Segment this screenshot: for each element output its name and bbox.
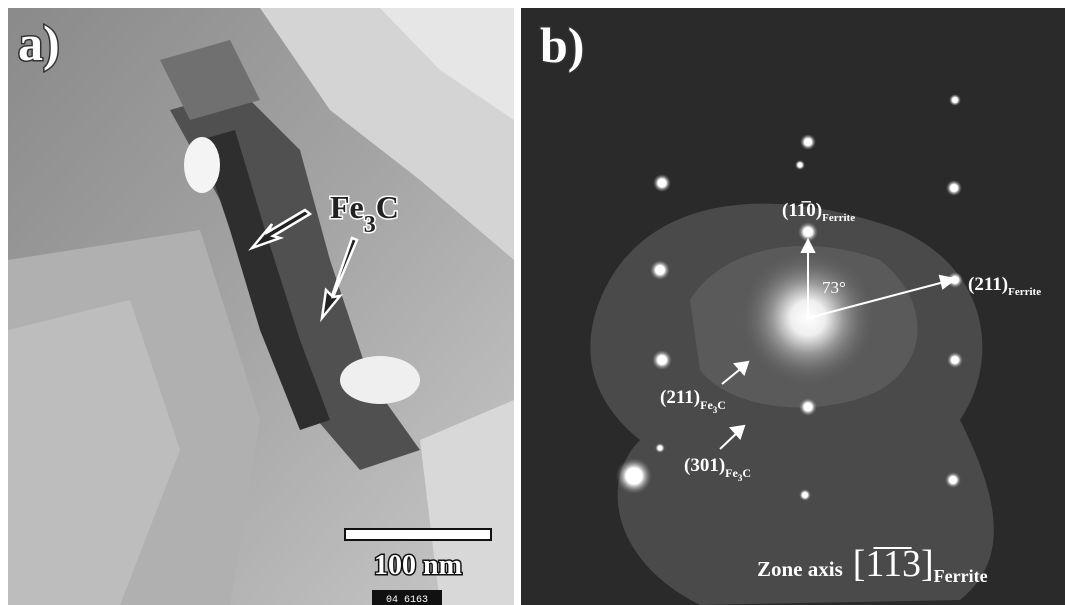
text-part: Fe — [330, 189, 364, 225]
angle-label: 73° — [822, 278, 846, 297]
plate-number: 04 6163 — [386, 595, 428, 605]
text-part: C — [742, 466, 751, 480]
text-part: [1̅1̅3] — [853, 543, 934, 585]
text-part: (11̅0) — [782, 200, 822, 221]
panel-b: b) 73° (11̅0)Ferrite (211)Ferrite (211)F… — [521, 8, 1065, 605]
text-part: (301) — [684, 455, 725, 476]
text-part: C — [376, 189, 399, 225]
text-part: Fe — [700, 398, 713, 412]
text-part: C — [717, 398, 726, 412]
panel-a: a) Fe3C 100 nm 04 6163 — [8, 8, 514, 605]
text-part: 3 — [364, 212, 376, 238]
scale-label: 100 nm — [374, 550, 462, 581]
text-part: Ferrite — [1008, 286, 1041, 298]
figure: a) Fe3C 100 nm 04 6163 b) 73° (11̅0)Ferr… — [0, 0, 1065, 605]
text-part: Ferrite — [822, 212, 855, 224]
panel-label: a) — [18, 15, 60, 71]
text-part: Fe — [725, 466, 738, 480]
panel-label: b) — [540, 17, 584, 73]
scale-bar — [345, 529, 491, 540]
text-part: (211) — [660, 387, 700, 408]
text-part: Ferrite — [934, 566, 988, 586]
text-part: Zone axis — [757, 557, 843, 581]
text-part: (211) — [968, 274, 1008, 295]
